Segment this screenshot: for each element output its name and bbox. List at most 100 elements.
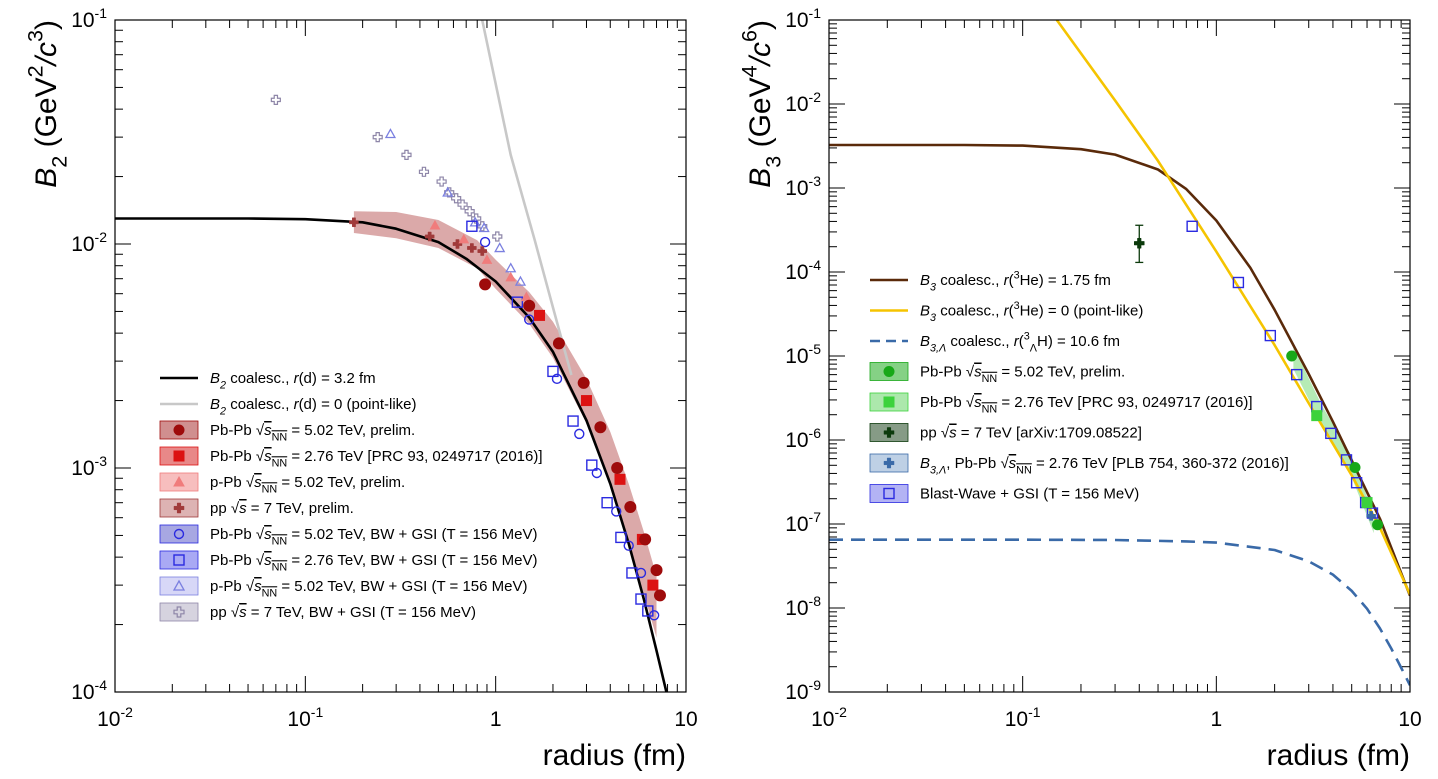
legend-label: Pb-Pb √sNN = 2.76 TeV [PRC 93, 0249717 (…	[920, 394, 1253, 415]
legend-marker	[173, 528, 185, 540]
data-point	[401, 149, 412, 160]
right-chart-panel: 10-2 10-1 1 10 10-9 10-8 10-7 10-6 10-5 10-4 10-3 1…	[737, 5, 1422, 772]
data-point	[577, 376, 590, 389]
legend-label: Blast-Wave + GSI (T = 156 MeV)	[920, 486, 1139, 503]
data-point	[418, 166, 430, 177]
data-point	[1134, 237, 1145, 249]
data-point	[429, 219, 441, 230]
legend-entry: pp √s = 7 TeV [arXiv:1709.08522]	[869, 423, 1142, 442]
data-point	[494, 242, 506, 253]
y-axis-label: B3 (GeV4/c6)	[737, 20, 786, 188]
data-point	[1340, 454, 1353, 466]
data-point	[580, 395, 592, 407]
data-point	[467, 243, 477, 253]
legend-entry: p-Pb √sNN = 5.02 TeV, prelim.	[159, 472, 405, 495]
data-point	[442, 186, 454, 197]
legend-entry: B3,Λ, Pb-Pb √sNN = 2.76 TeV [PLB 754, 36…	[869, 453, 1289, 476]
legend-marker	[173, 475, 185, 487]
y-tick-label: 10-5	[785, 341, 821, 368]
data-point	[451, 193, 462, 204]
legend-label: pp √s = 7 TeV, prelim.	[210, 500, 354, 517]
legend-swatch	[159, 602, 199, 622]
data-point	[436, 176, 447, 187]
left-chart-panel: 10-2 10-1 1 10 10-4 10-3 10-2 10-1 radius (fm) B2…	[23, 5, 698, 772]
x-tick-label: 10-2	[811, 704, 847, 731]
legend-entry: B3 coalesc., r(3He) = 1.75 fm	[870, 269, 1111, 293]
y-tick-label: 10-8	[785, 593, 821, 620]
y-tick-label: 10-9	[785, 677, 821, 704]
legend-label: B2 coalesc., r(d) = 3.2 fm	[210, 370, 376, 391]
data-point	[1232, 276, 1245, 289]
series-PbPb502-bwgsi	[479, 236, 660, 621]
data-point	[567, 415, 579, 427]
data-point	[458, 233, 470, 244]
legend-label: B2 coalesc., r(d) = 0 (point-like)	[210, 396, 417, 417]
data-point	[611, 506, 622, 517]
curve-0	[829, 143, 1410, 597]
data-point	[624, 500, 637, 513]
data-point	[349, 217, 359, 228]
y-axis-label: B2 (GeV2/c3)	[23, 20, 72, 188]
data-point	[586, 459, 598, 471]
data-point	[534, 309, 546, 321]
data-point	[639, 533, 652, 546]
legend-swatch	[159, 550, 199, 570]
legend-marker	[883, 427, 895, 438]
legend-label: Pb-Pb √sNN = 5.02 TeV, prelim.	[210, 422, 415, 443]
data-point	[635, 593, 647, 605]
legend-swatch	[159, 576, 199, 596]
legend-label: p-Pb √sNN = 5.02 TeV, BW + GSI (T = 156 …	[210, 578, 527, 599]
y-tick-label: 10-3	[71, 453, 107, 480]
series-pp	[349, 217, 487, 256]
legend-marker	[883, 487, 895, 500]
data-point	[479, 236, 491, 248]
legend-marker	[173, 450, 185, 462]
legend-label: p-Pb √sNN = 5.02 TeV, prelim.	[210, 474, 405, 495]
data-point	[464, 206, 475, 217]
data-point	[477, 246, 487, 256]
y-tick-label: 10-4	[71, 677, 107, 704]
data-point	[478, 222, 490, 233]
legend-marker	[172, 579, 186, 591]
data-point	[594, 421, 607, 434]
data-point	[523, 299, 536, 312]
data-point	[1372, 519, 1384, 531]
data-point	[591, 467, 603, 479]
y-tick-label: 10-4	[785, 257, 821, 284]
legend-entry: B2 coalesc., r(d) = 3.2 fm	[160, 370, 376, 391]
data-point	[1186, 220, 1198, 232]
data-point	[653, 589, 666, 602]
data-point	[384, 128, 397, 139]
series-PbPb502	[1286, 350, 1384, 531]
legend-label: B3 coalesc., r(3He) = 0 (point-like)	[920, 300, 1143, 324]
data-point	[511, 296, 524, 308]
curve-1	[480, 20, 573, 376]
data-point	[1311, 410, 1323, 422]
data-point	[1350, 477, 1363, 489]
x-tick-label: 10	[674, 708, 697, 731]
legend-swatch	[869, 484, 909, 503]
legend-marker	[883, 457, 895, 469]
legend-entry: B2 coalesc., r(d) = 0 (point-like)	[160, 396, 417, 417]
legend-marker	[883, 396, 895, 408]
legend-marker	[173, 606, 185, 618]
legend-label: B3,Λ coalesc., r(3ΛH) = 10.6 fm	[920, 330, 1120, 354]
data-point	[270, 94, 281, 105]
series-pPb	[429, 219, 532, 302]
legend-label: Pb-Pb √sNN = 5.02 TeV, prelim.	[920, 364, 1125, 385]
legend-label: B3,Λ, Pb-Pb √sNN = 2.76 TeV [PLB 754, 36…	[920, 455, 1289, 476]
legend-entry: Pb-Pb √sNN = 5.02 TeV, prelim.	[159, 420, 415, 443]
data-point	[635, 567, 647, 579]
series-pp	[1134, 224, 1145, 264]
data-point	[492, 231, 503, 242]
legend-marker	[173, 502, 185, 514]
data-point	[615, 531, 627, 544]
data-point	[552, 337, 565, 350]
data-point	[1361, 497, 1373, 509]
series-pPb-bwgsi	[384, 128, 527, 286]
data-point	[466, 220, 478, 232]
legend-entry: pp √s = 7 TeV, prelim.	[159, 498, 354, 518]
legend: B3 coalesc., r(3He) = 1.75 fm B3 coalesc.…	[869, 269, 1289, 503]
legend-entry: Pb-Pb √sNN = 2.76 TeV [PRC 93, 0249717 (…	[159, 446, 543, 469]
legend-entry: pp √s = 7 TeV, BW + GSI (T = 156 MeV)	[159, 602, 476, 622]
